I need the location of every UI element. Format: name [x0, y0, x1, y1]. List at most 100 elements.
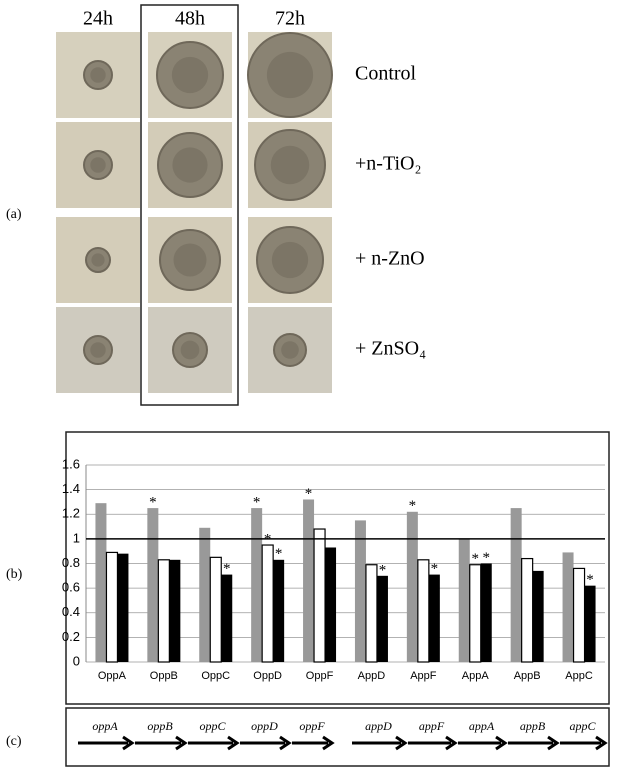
gene-label: appF — [419, 719, 445, 733]
colony-core — [91, 253, 105, 267]
arrow-head — [279, 735, 292, 751]
significance-mark: * — [275, 546, 283, 562]
x-tick-label: AppD — [358, 670, 386, 682]
bar — [117, 553, 129, 662]
colony-core — [270, 145, 310, 185]
arrow-head — [547, 735, 560, 751]
row-label: + n-ZnO — [355, 248, 425, 270]
y-tick-label: 1 — [73, 530, 80, 545]
significance-mark: * — [472, 551, 480, 567]
y-tick-label: 0.8 — [62, 555, 80, 570]
x-tick-label: OppC — [201, 670, 230, 682]
x-tick-label: OppF — [306, 670, 334, 682]
gene-label: appB — [520, 719, 546, 733]
y-tick-label: 1.4 — [62, 481, 80, 496]
bar — [303, 499, 315, 662]
significance-mark: * — [586, 572, 594, 588]
gene-label: oppA — [92, 719, 118, 733]
bar — [313, 528, 326, 663]
arrow-head — [595, 735, 608, 751]
colony-core — [172, 147, 208, 183]
x-tick-label: OppD — [253, 670, 282, 682]
arrow-head — [322, 735, 335, 751]
bar — [417, 559, 430, 663]
bar — [406, 511, 418, 662]
bar — [221, 574, 233, 662]
gene-label: appD — [365, 719, 392, 733]
chart-frame — [65, 431, 610, 705]
colony-core — [271, 241, 309, 279]
bar — [261, 544, 274, 663]
bar — [562, 552, 574, 662]
bar — [209, 556, 222, 663]
bar — [199, 527, 211, 662]
bar — [532, 570, 544, 662]
significance-mark: * — [253, 495, 261, 511]
operon-frame — [65, 707, 610, 767]
bar — [469, 564, 482, 663]
bar — [428, 574, 440, 662]
significance-mark: * — [305, 486, 313, 502]
y-tick-label: 0.4 — [62, 604, 80, 619]
gene-label: appC — [569, 719, 596, 733]
highlight-box — [140, 4, 239, 406]
significance-mark: * — [483, 550, 491, 566]
arrow-head — [495, 735, 508, 751]
significance-mark: * — [149, 495, 157, 511]
arrow-head — [175, 735, 188, 751]
gene-label: oppB — [147, 719, 173, 733]
y-tick-label: 0 — [73, 653, 80, 668]
colony-core — [281, 341, 299, 359]
bar — [510, 508, 522, 662]
bar — [572, 567, 586, 663]
arrow-head — [122, 735, 135, 751]
bar — [325, 547, 337, 662]
row-label: Control — [355, 63, 417, 85]
bar — [147, 508, 159, 662]
gene-label: oppD — [251, 719, 278, 733]
bar — [521, 557, 534, 663]
y-tick-label: 0.2 — [62, 629, 80, 644]
column-header: 72h — [275, 8, 305, 30]
bar — [251, 508, 263, 662]
x-tick-label: AppB — [514, 670, 541, 682]
column-header: 48h — [175, 8, 205, 30]
panel-label: (b) — [6, 567, 23, 582]
x-tick-label: OppA — [98, 670, 127, 682]
colony-core — [266, 51, 314, 99]
row-label: + ZnSO₄ — [355, 338, 426, 360]
significance-mark: * — [223, 561, 231, 577]
bar — [105, 551, 119, 663]
bar — [365, 564, 378, 663]
y-tick-label: 0.6 — [62, 580, 80, 595]
colony-core — [90, 342, 106, 358]
gene-label: appA — [469, 719, 495, 733]
bar — [458, 538, 470, 662]
colony-core — [90, 67, 106, 83]
colony-core — [173, 243, 207, 277]
column-header: 24h — [83, 8, 113, 30]
significance-mark: * — [379, 562, 387, 578]
panel-label: (a) — [6, 207, 22, 222]
gene-label: oppF — [299, 719, 325, 733]
x-tick-label: OppB — [150, 670, 178, 682]
bar — [480, 563, 492, 662]
x-tick-label: AppF — [410, 670, 437, 682]
gene-label: oppC — [199, 719, 226, 733]
bar — [273, 559, 285, 662]
arrow-head — [395, 735, 408, 751]
bar — [157, 559, 170, 663]
x-tick-label: AppC — [565, 670, 593, 682]
row-label: +n-TiO₂ — [355, 153, 421, 175]
significance-mark: * — [409, 498, 417, 514]
y-tick-label: 1.2 — [62, 506, 80, 521]
arrow-head — [445, 735, 458, 751]
colony-core — [90, 157, 106, 173]
panel-label: (c) — [6, 734, 22, 749]
y-tick-label: 1.6 — [62, 456, 80, 471]
arrow-head — [227, 735, 240, 751]
colony-core — [180, 340, 200, 360]
bar — [95, 503, 107, 662]
bar — [169, 559, 181, 662]
